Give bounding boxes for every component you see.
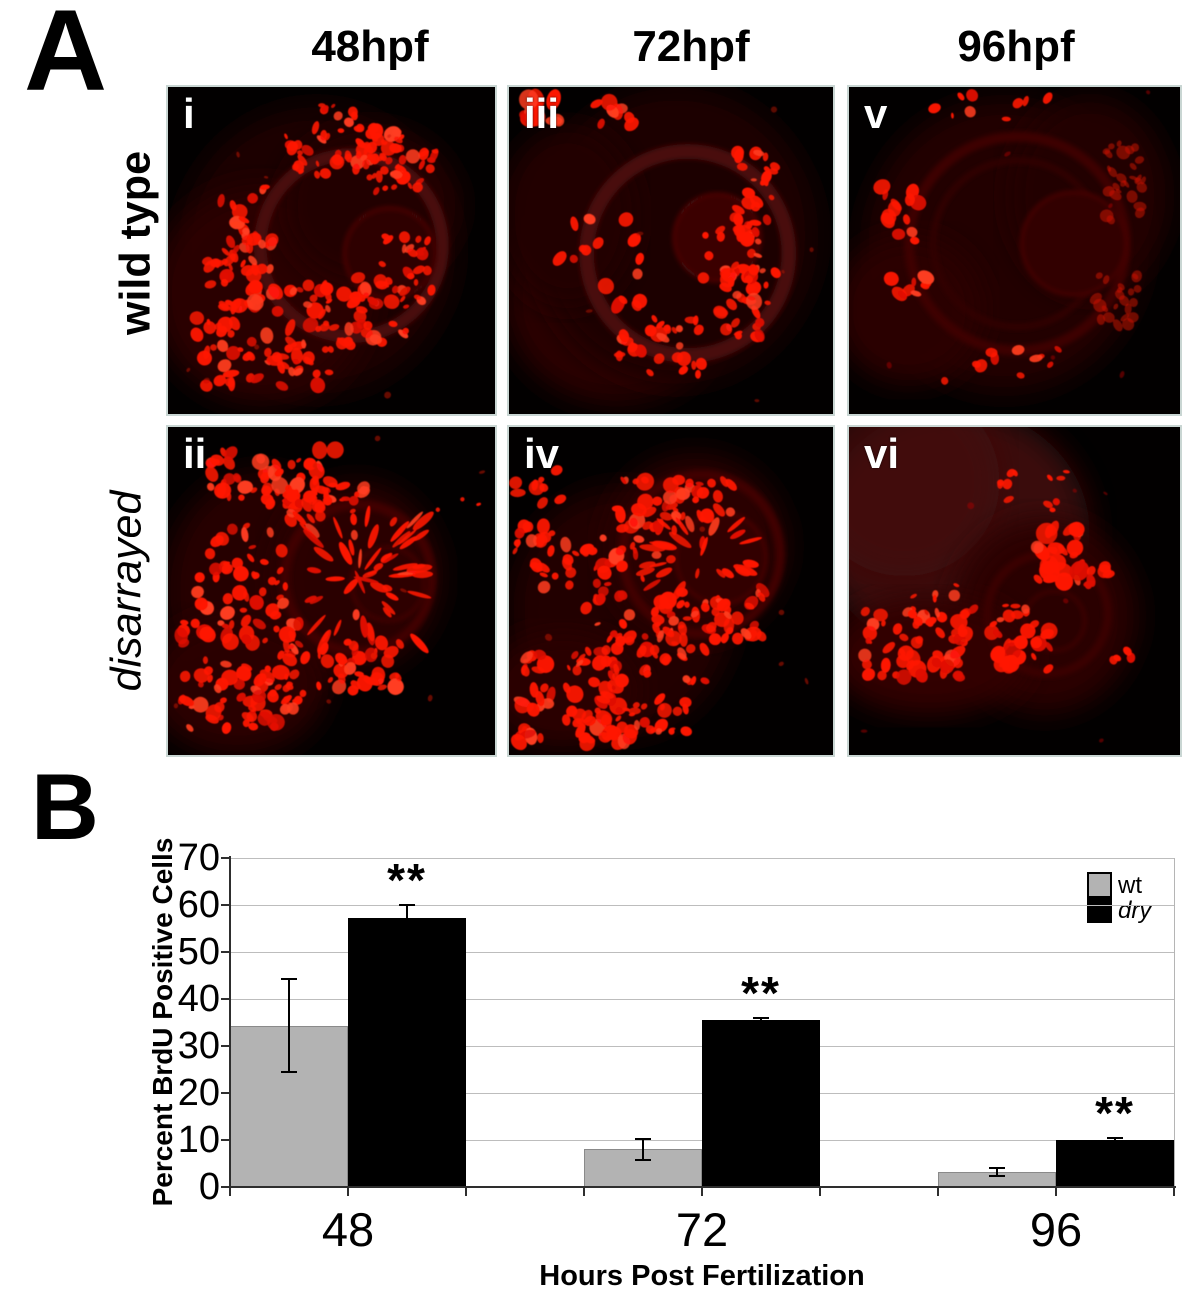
x-axis-tick: [1055, 1188, 1057, 1196]
bar-dry-48: [348, 917, 466, 1187]
legend-label-dry: dry: [1118, 897, 1152, 924]
y-tick-label: 10: [177, 1119, 220, 1161]
bar-dry-72: [702, 1020, 820, 1187]
gridline-40: [230, 998, 1174, 1000]
error-bar-cap-bottom: [399, 929, 415, 932]
micrograph-v: v: [847, 85, 1182, 416]
error-bar-cap-bottom: [281, 1071, 297, 1074]
micrograph-numeral: ii: [183, 430, 207, 477]
column-header-48hpf: 48hpf: [311, 22, 429, 71]
significance-marker: **: [387, 854, 427, 906]
y-tick-label: 70: [177, 837, 220, 879]
x-tick-label: 48: [321, 1203, 375, 1256]
error-bar-line: [760, 1017, 762, 1023]
x-axis-tick: [819, 1188, 821, 1196]
x-axis-tick: [229, 1188, 231, 1196]
y-tick-label: 60: [177, 884, 220, 926]
micrograph-ii: ii: [166, 425, 497, 757]
x-axis-tick: [937, 1188, 939, 1196]
x-axis-tick: [1173, 1188, 1175, 1196]
x-axis-title: Hours Post Fertilization: [539, 1260, 865, 1292]
y-tick-label: 50: [177, 931, 220, 973]
plot-frame-right: [1174, 858, 1175, 1187]
panel-b-label: B: [31, 754, 99, 859]
micrograph-image-vi: [849, 427, 1180, 755]
micrograph-iii: iii: [507, 85, 835, 416]
bar-dry-96: [1056, 1139, 1174, 1187]
y-axis-tick: [221, 904, 229, 906]
gridline-50: [230, 951, 1174, 953]
legend-label-wt: wt: [1118, 872, 1142, 899]
error-bar-cap-top: [635, 1138, 651, 1141]
micrograph-numeral: vi: [864, 430, 900, 477]
legend-swatch-wt: [1087, 872, 1112, 898]
column-header-72hpf: 72hpf: [632, 22, 750, 71]
x-axis-tick: [701, 1188, 703, 1196]
y-axis-tick: [221, 1186, 229, 1188]
micrograph-numeral: iii: [524, 90, 560, 137]
micrograph-vi: vi: [847, 425, 1182, 757]
error-bar-line: [1114, 1137, 1116, 1142]
column-header-96hpf: 96hpf: [957, 22, 1075, 71]
error-bar-cap-top: [753, 1016, 769, 1019]
error-bar-cap-bottom: [753, 1021, 769, 1024]
error-bar-line: [642, 1139, 644, 1160]
x-tick-label: 72: [675, 1203, 729, 1256]
error-bar-cap-top: [281, 978, 297, 981]
x-axis-tick: [465, 1188, 467, 1196]
x-tick-label: 96: [1029, 1203, 1083, 1256]
panel-a-label: A: [24, 0, 108, 115]
micrograph-image-i: [168, 87, 495, 414]
micrograph-image-v: [849, 87, 1180, 414]
error-bar-cap-top: [989, 1166, 1005, 1169]
y-tick-label: 0: [198, 1166, 220, 1208]
micrograph-image-iii: [509, 87, 833, 414]
y-tick-label: 30: [177, 1025, 220, 1067]
error-bar-cap-bottom: [989, 1175, 1005, 1178]
significance-marker: **: [741, 966, 781, 1019]
micrograph-numeral: iv: [524, 430, 560, 477]
micrograph-iv: iv: [507, 425, 835, 757]
error-bar-line: [996, 1167, 998, 1177]
y-axis-line: [229, 856, 231, 1189]
gridline-70: [230, 857, 1174, 859]
micrograph-image-iv: [509, 427, 833, 755]
row-label-disarrayed: disarrayed: [102, 490, 151, 692]
micrograph-numeral: v: [864, 90, 888, 137]
error-bar-cap-top: [399, 904, 415, 906]
y-tick-label: 40: [177, 978, 220, 1020]
x-axis-tick: [583, 1188, 585, 1196]
error-bar-line: [288, 979, 290, 1073]
error-bar-cap-bottom: [635, 1158, 651, 1161]
error-bar-cap-top: [1107, 1136, 1123, 1139]
x-axis-line: [228, 1186, 1176, 1188]
y-tick-label: 20: [177, 1072, 220, 1114]
micrograph-numeral: i: [183, 90, 195, 137]
error-bar-line: [406, 905, 408, 931]
y-axis-tick: [221, 857, 229, 859]
micrograph-image-ii: [168, 427, 495, 755]
y-axis-tick: [221, 1139, 229, 1141]
y-axis-tick: [221, 1045, 229, 1047]
panel-a: 48hpf 72hpf 96hpf wild type disarrayed i iii v i…: [102, 22, 1182, 757]
gridline-60: [230, 904, 1174, 906]
y-axis-tick: [221, 1092, 229, 1094]
legend-swatch-dry: [1087, 896, 1112, 923]
significance-marker: **: [1095, 1086, 1135, 1139]
error-bar-cap-bottom: [1107, 1140, 1123, 1143]
row-label-wild-type: wild type: [111, 151, 160, 335]
x-axis-tick: [347, 1188, 349, 1196]
y-axis-tick: [221, 998, 229, 1000]
y-axis-tick: [221, 951, 229, 953]
micrograph-i: i: [166, 85, 497, 416]
